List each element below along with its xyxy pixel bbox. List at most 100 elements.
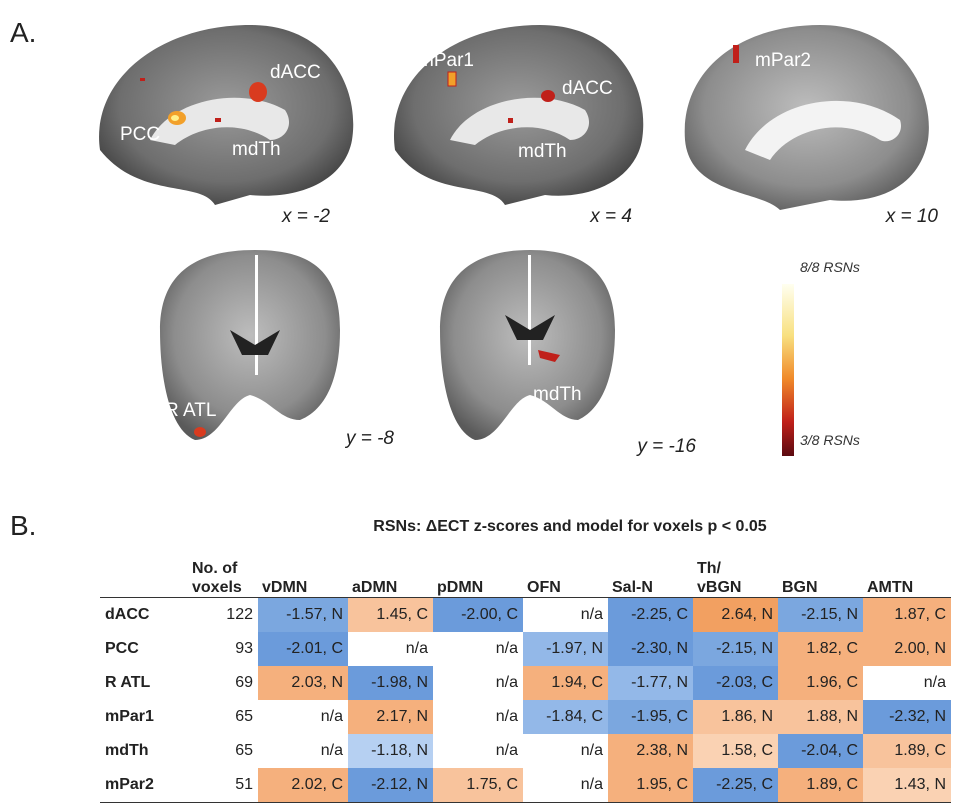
header-text: aDMN [352, 579, 397, 596]
cell: n/a [863, 666, 951, 700]
brain-slice [99, 25, 353, 205]
cell: 2.03, N [258, 666, 348, 700]
region-label: dACC [562, 78, 613, 99]
cell: -1.97, N [523, 632, 608, 666]
cell: n/a [523, 598, 608, 633]
cell: -2.25, C [693, 768, 778, 803]
cell: -2.00, C [433, 598, 523, 633]
figure: A. dACC PCC mdTh mPar1 dACC mdTh mPar2 R… [0, 0, 968, 806]
region-label: mPar1 [418, 50, 474, 71]
header-text: AMTN [867, 579, 913, 596]
cell: n/a [258, 734, 348, 768]
colorbar [782, 284, 794, 456]
header-text: BGN [782, 579, 818, 596]
cell: 65 [188, 734, 258, 768]
table: No. ofvoxelsvDMNaDMNpDMNOFNSal-NTh/vBGNB… [100, 545, 951, 803]
cell: n/a [433, 734, 523, 768]
cell: -1.57, N [258, 598, 348, 633]
cell: n/a [523, 734, 608, 768]
row-label: PCC [100, 632, 188, 666]
table-row: PCC93-2.01, Cn/an/a-1.97, N-2.30, N-2.15… [100, 632, 951, 666]
cell: 1.58, C [693, 734, 778, 768]
cell: 1.87, C [863, 598, 951, 633]
coordinate-label: x = 10 [885, 206, 939, 227]
column-header [100, 545, 188, 598]
cell: 1.43, N [863, 768, 951, 803]
cell: 122 [188, 598, 258, 633]
header-text: OFN [527, 579, 561, 596]
panel-a: A. dACC PCC mdTh mPar1 dACC mdTh mPar2 R… [0, 0, 968, 540]
cell: 1.86, N [693, 700, 778, 734]
cell: 1.89, C [863, 734, 951, 768]
cell: -2.15, N [693, 632, 778, 666]
row-label: mPar1 [100, 700, 188, 734]
region-label: R ATL [165, 400, 216, 421]
region-label: dACC [270, 62, 321, 83]
column-header: No. ofvoxels [188, 545, 258, 598]
cell: -2.03, C [693, 666, 778, 700]
cell: 51 [188, 768, 258, 803]
cell: 1.75, C [433, 768, 523, 803]
cell: 93 [188, 632, 258, 666]
cell: 2.00, N [863, 632, 951, 666]
cell: n/a [433, 632, 523, 666]
cell: -1.98, N [348, 666, 433, 700]
cell: -1.95, C [608, 700, 693, 734]
cell: n/a [523, 768, 608, 803]
row-label: R ATL [100, 666, 188, 700]
table-row: mPar165n/a2.17, Nn/a-1.84, C-1.95, C1.86… [100, 700, 951, 734]
region-label: PCC [120, 124, 160, 145]
header-text: Sal-N [612, 579, 653, 596]
cell: 1.88, N [778, 700, 863, 734]
cell: 1.82, C [778, 632, 863, 666]
cell: -2.32, N [863, 700, 951, 734]
column-header: Sal-N [608, 545, 693, 598]
cell: -2.15, N [778, 598, 863, 633]
coordinate-label: y = -8 [344, 428, 394, 449]
header-text: Th/ [697, 560, 721, 577]
cell: 2.38, N [608, 734, 693, 768]
cell: -2.04, C [778, 734, 863, 768]
cell: -2.01, C [258, 632, 348, 666]
region-label: mdTh [533, 384, 582, 405]
column-header: vDMN [258, 545, 348, 598]
cell: -1.84, C [523, 700, 608, 734]
cell: 2.17, N [348, 700, 433, 734]
region-label: mdTh [518, 141, 567, 162]
coordinate-label: x = 4 [589, 206, 632, 227]
cell: -2.12, N [348, 768, 433, 803]
table-title: RSNs: ΔECT z-scores and model for voxels… [300, 518, 840, 536]
cell: 2.64, N [693, 598, 778, 633]
header-text: pDMN [437, 579, 483, 596]
cell: 1.95, C [608, 768, 693, 803]
cell: n/a [433, 666, 523, 700]
colorbar-label: 8/8 RSNs [800, 259, 860, 275]
column-header: pDMN [433, 545, 523, 598]
cell: 2.02, C [258, 768, 348, 803]
table-row: mdTh65n/a-1.18, Nn/an/a2.38, N1.58, C-2.… [100, 734, 951, 768]
column-header: BGN [778, 545, 863, 598]
cell: -2.30, N [608, 632, 693, 666]
brain-slice [440, 250, 615, 440]
header-text: vBGN [697, 579, 741, 596]
region-label: mPar2 [755, 50, 811, 71]
header-text: No. of [192, 560, 237, 577]
cell: -2.25, C [608, 598, 693, 633]
table-row: dACC122-1.57, N1.45, C-2.00, Cn/a-2.25, … [100, 598, 951, 633]
colorbar-label: 3/8 RSNs [800, 432, 860, 448]
column-header: Th/vBGN [693, 545, 778, 598]
cell: 65 [188, 700, 258, 734]
cell: 1.89, C [778, 768, 863, 803]
cell: 1.45, C [348, 598, 433, 633]
header-text: vDMN [262, 579, 307, 596]
cell: n/a [258, 700, 348, 734]
cell: -1.18, N [348, 734, 433, 768]
row-label: dACC [100, 598, 188, 633]
table-row: R ATL692.03, N-1.98, Nn/a1.94, C-1.77, N… [100, 666, 951, 700]
cell: n/a [433, 700, 523, 734]
panel-label: A. [10, 17, 36, 48]
column-header: OFN [523, 545, 608, 598]
region-label: mdTh [232, 139, 281, 160]
coordinate-label: x = -2 [281, 206, 330, 227]
row-label: mPar2 [100, 768, 188, 803]
